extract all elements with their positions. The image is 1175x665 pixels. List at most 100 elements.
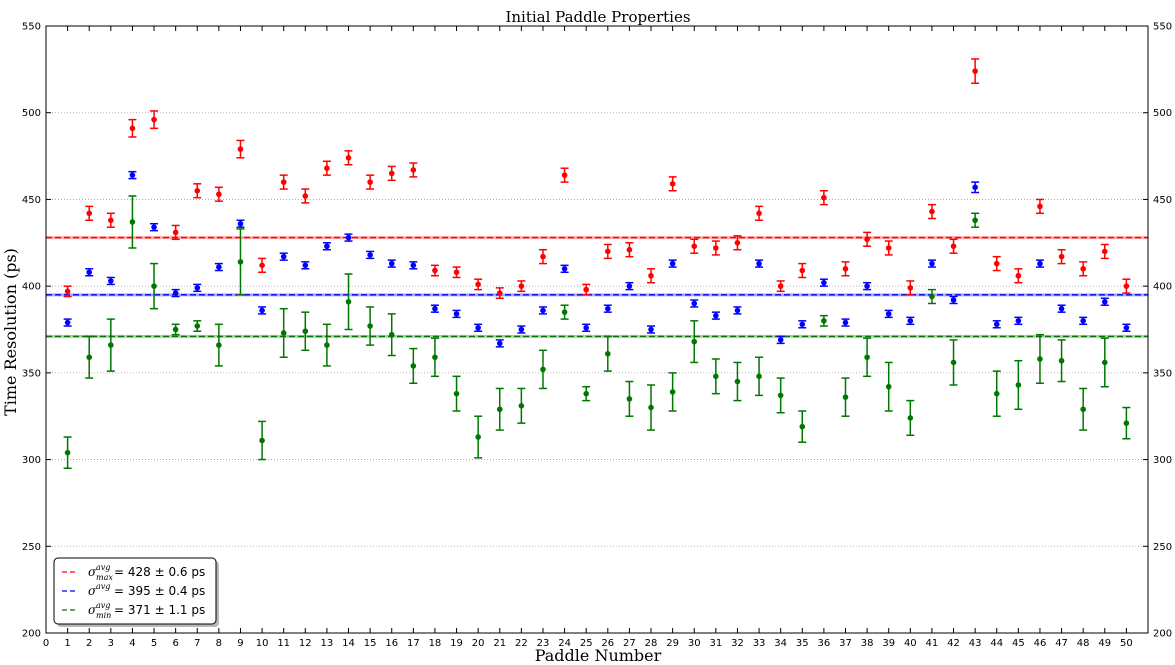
x-tick-label: 38 <box>861 638 874 649</box>
data-point <box>194 323 201 329</box>
legend-label: = 428 ± 0.6 ps <box>114 565 205 579</box>
x-axis-label: Paddle Number <box>535 646 662 665</box>
legend-symbol: σ <box>88 603 97 617</box>
data-point <box>302 262 309 269</box>
data-point <box>1080 318 1086 324</box>
data-point <box>1101 359 1108 366</box>
series-min <box>63 195 1131 469</box>
data-point <box>799 321 806 328</box>
mean-lines <box>46 236 1148 338</box>
data-point <box>108 342 114 348</box>
data-point <box>842 394 849 400</box>
data-point <box>1058 253 1065 260</box>
data-point <box>453 390 460 397</box>
data-point <box>540 253 546 260</box>
data-point <box>885 311 892 317</box>
x-tick-label: 44 <box>990 638 1003 649</box>
x-tick-label: 27 <box>623 638 636 649</box>
x-tick-label: 26 <box>601 638 614 649</box>
data-point <box>713 373 719 380</box>
data-point <box>691 338 698 345</box>
x-tick-label: 31 <box>709 638 722 649</box>
legend-symbol: σ <box>88 584 97 598</box>
data-point <box>1037 203 1043 210</box>
x-tick-label: 21 <box>493 638 506 649</box>
data-point <box>799 267 806 274</box>
x-tick-label: 35 <box>796 638 809 649</box>
data-point <box>605 248 611 255</box>
data-point <box>821 318 827 324</box>
x-tick-label: 33 <box>753 638 766 649</box>
data-point <box>713 312 719 319</box>
series-max <box>63 58 1131 300</box>
data-point <box>324 165 330 172</box>
data-point <box>129 125 136 132</box>
data-point <box>972 217 978 224</box>
y-axis: 200 200 250 250 300 300 350 350 400 400 450 450 500 5… <box>22 22 1172 640</box>
data-point <box>885 245 892 251</box>
x-tick-label: 3 <box>108 638 114 649</box>
legend-subscript: max <box>96 573 113 582</box>
x-tick-label: 17 <box>407 638 420 649</box>
data-point <box>605 305 611 312</box>
data-point <box>475 324 481 331</box>
y-tick-label: 250 <box>22 542 41 553</box>
data-point <box>929 208 935 215</box>
data-point <box>885 383 892 390</box>
x-tick-label: 14 <box>342 638 355 649</box>
data-point <box>626 283 633 289</box>
data-point <box>86 354 93 361</box>
data-point <box>1058 305 1065 312</box>
x-tick-label: 42 <box>947 638 960 649</box>
data-point <box>129 219 136 225</box>
data-point <box>259 437 265 444</box>
data-point <box>410 167 417 173</box>
data-point <box>907 415 914 421</box>
data-point <box>756 260 762 267</box>
data-point <box>302 328 309 335</box>
data-point <box>64 288 71 295</box>
data-point <box>821 279 827 286</box>
y-axis-label: Time Resolution (ps) <box>1 248 20 416</box>
y-tick-label: 200 <box>22 629 41 640</box>
x-tick-label: 9 <box>237 638 243 649</box>
x-tick-label: 0 <box>43 638 49 649</box>
data-point <box>561 266 568 272</box>
x-tick-label: 41 <box>926 638 939 649</box>
data-point <box>280 253 287 260</box>
y-tick-label: 500 <box>22 108 41 119</box>
data-point <box>259 262 265 269</box>
data-point <box>993 390 1000 397</box>
y-tick-label-right: 500 <box>1153 108 1172 119</box>
x-tick-label: 50 <box>1120 638 1133 649</box>
data-point <box>172 290 179 296</box>
y-tick-label-right: 550 <box>1153 22 1172 33</box>
legend-subscript: min <box>96 611 111 620</box>
x-tick-label: 15 <box>364 638 377 649</box>
data-point <box>86 210 93 217</box>
y-tick-label: 400 <box>22 282 41 293</box>
data-point <box>388 170 395 177</box>
x-tick-label: 46 <box>1034 638 1047 649</box>
data-point <box>64 319 71 326</box>
data-point <box>648 404 654 411</box>
data-point <box>972 68 978 74</box>
data-point <box>388 260 395 267</box>
plot-frame <box>45 25 1149 634</box>
data-point <box>1015 318 1022 324</box>
x-tick-label: 2 <box>86 638 92 649</box>
x-tick-label: 4 <box>129 638 135 649</box>
data-point <box>583 390 589 397</box>
x-tick-label: 10 <box>256 638 269 649</box>
x-tick-label: 47 <box>1055 638 1068 649</box>
legend-label: = 371 ± 1.1 ps <box>114 603 205 617</box>
x-axis: 0 1 2 3 4 5 6 7 8 9 10 11 12 13 14 15 16 17 18 19 20 21 22 23 24… <box>43 26 1133 649</box>
data-point <box>410 363 417 369</box>
x-tick-label: 34 <box>774 638 787 649</box>
data-point <box>237 259 244 265</box>
y-tick-label-right: 300 <box>1153 455 1172 466</box>
data-marks <box>63 58 1131 469</box>
x-tick-label: 22 <box>515 638 528 649</box>
data-point <box>345 234 352 241</box>
